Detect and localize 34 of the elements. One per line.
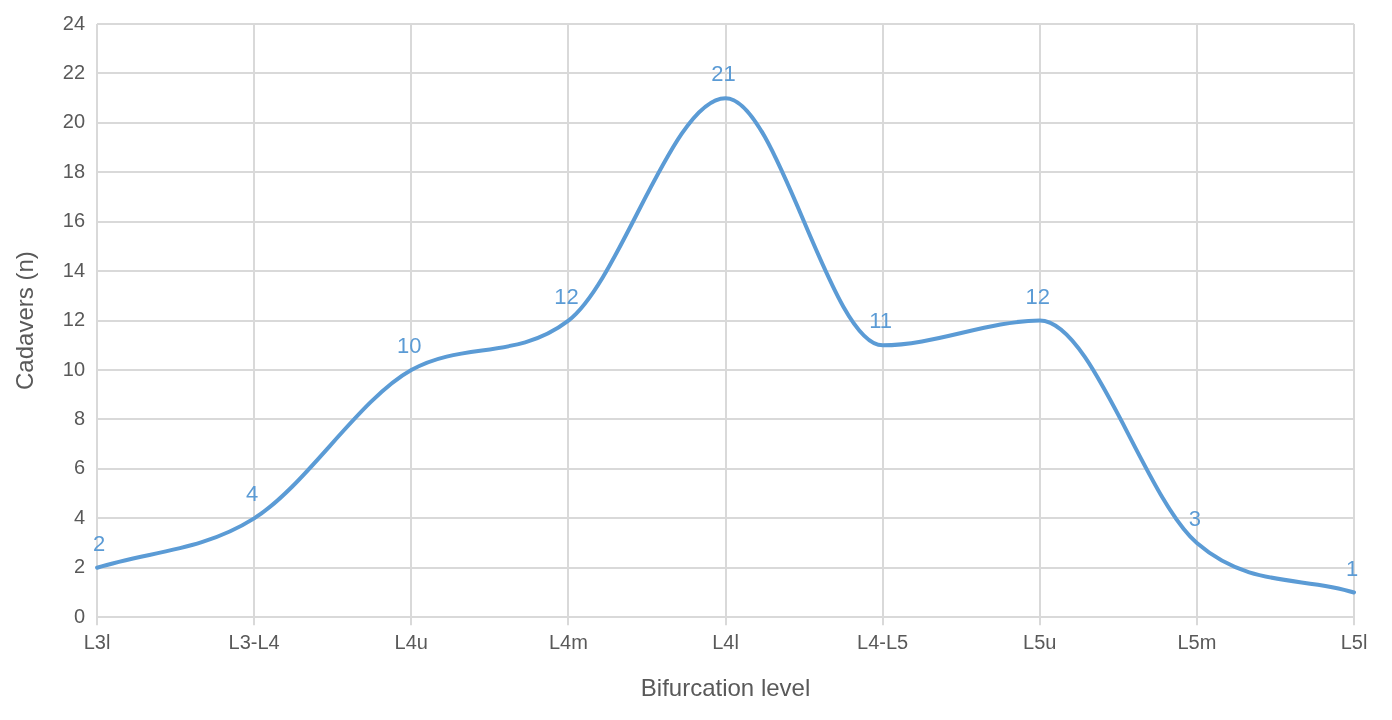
x-tick-label: L5u — [1023, 630, 1057, 653]
x-axis-title: Bifurcation level — [640, 674, 811, 702]
x-tick-label: L4l — [712, 630, 739, 653]
data-label: 4 — [246, 481, 259, 507]
data-label: 1 — [1345, 555, 1359, 581]
data-label: 21 — [711, 61, 736, 87]
x-tick-label: L5l — [1340, 630, 1368, 653]
x-tick-label: L3l — [83, 630, 111, 653]
y-tick-label: 24 — [62, 11, 86, 34]
y-tick-label: 12 — [62, 308, 86, 331]
y-tick-label: 16 — [62, 209, 86, 232]
data-label: 2 — [93, 530, 106, 556]
data-label: 12 — [1025, 283, 1050, 309]
y-tick-label: 10 — [62, 357, 86, 380]
x-tick-label: L4m — [548, 630, 588, 653]
x-tick-label: L3-L4 — [228, 630, 280, 653]
x-tick-label: L4u — [394, 630, 428, 653]
y-tick-label: 14 — [62, 258, 86, 281]
y-tick-label: 20 — [62, 110, 86, 133]
y-tick-label: 2 — [73, 555, 86, 578]
y-tick-label: 4 — [73, 505, 86, 528]
data-label: 12 — [554, 283, 579, 309]
y-axis-title: Cadavers (n) — [11, 251, 39, 390]
y-tick-label: 8 — [73, 406, 86, 429]
y-tick-label: 22 — [62, 60, 86, 83]
y-tick-label: 18 — [62, 159, 86, 182]
y-tick-label: 6 — [73, 456, 86, 479]
data-label: 11 — [869, 308, 893, 334]
y-tick-label: 0 — [73, 604, 86, 627]
data-label: 3 — [1188, 506, 1202, 532]
x-tick-label: L5m — [1177, 630, 1217, 653]
data-label: 10 — [397, 333, 422, 359]
line-series — [95, 96, 1356, 595]
x-tick-label: L4-L5 — [857, 630, 909, 653]
